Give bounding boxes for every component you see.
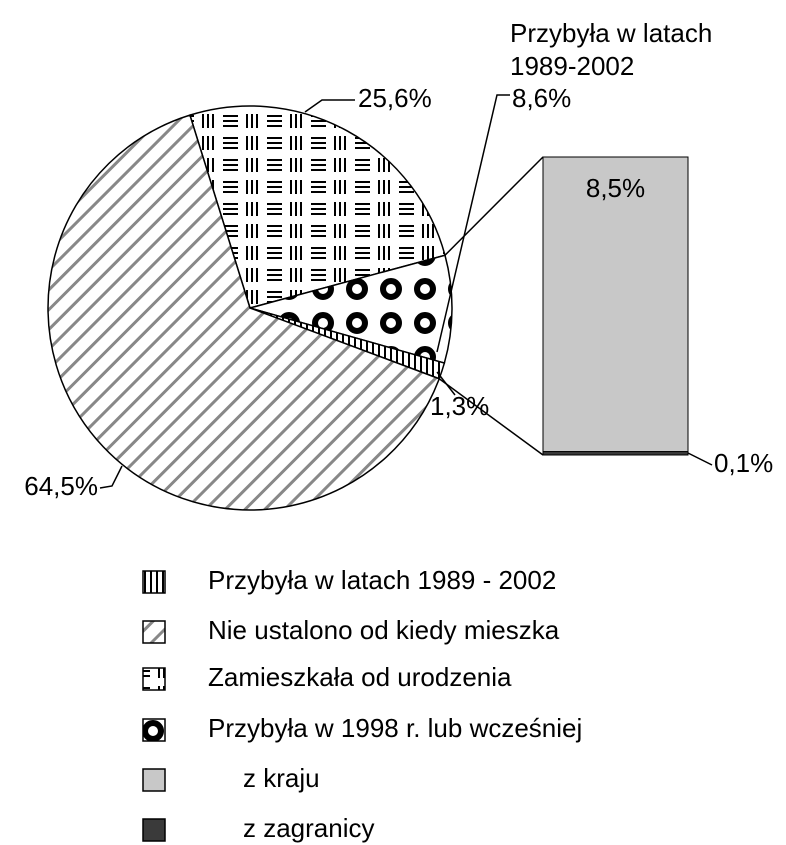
slice-label: 8,6% <box>512 83 571 113</box>
legend-label: Zamieszkała od urodzenia <box>208 662 512 692</box>
bar-segment <box>542 156 689 453</box>
connector <box>438 378 544 456</box>
legend-swatch <box>142 818 166 842</box>
legend-swatch <box>142 620 166 644</box>
legend-label: Przybyła w 1998 r. lub wcześniej <box>208 713 582 743</box>
leader-line <box>436 94 510 353</box>
leader-line <box>687 452 713 466</box>
slice-label: 64,5% <box>24 471 98 501</box>
legend-swatch <box>142 768 166 792</box>
slice-label: 25,6% <box>358 83 432 113</box>
annotation: 1989-2002 <box>510 51 634 81</box>
pie-slice <box>247 254 453 364</box>
legend-swatch <box>142 718 166 742</box>
pie-slice <box>188 105 446 309</box>
bar-label: 0,1% <box>714 448 773 478</box>
legend-label: z kraju <box>243 763 320 793</box>
legend-swatch <box>142 667 166 691</box>
legend-swatch <box>142 570 166 594</box>
slice-label: 1,3% <box>430 391 489 421</box>
leader-line <box>304 99 355 113</box>
legend-label: Nie ustalono od kiedy mieszka <box>208 615 560 645</box>
legend-label: Przybyła w latach 1989 - 2002 <box>208 565 556 595</box>
bar-label: 8,5% <box>586 173 645 203</box>
pie-slice <box>47 114 441 511</box>
annotation: Przybyła w latach <box>510 18 712 48</box>
leader-line <box>99 465 123 489</box>
bar-segment <box>542 451 689 456</box>
connector <box>444 156 544 256</box>
legend-label: z zagranicy <box>243 813 375 843</box>
